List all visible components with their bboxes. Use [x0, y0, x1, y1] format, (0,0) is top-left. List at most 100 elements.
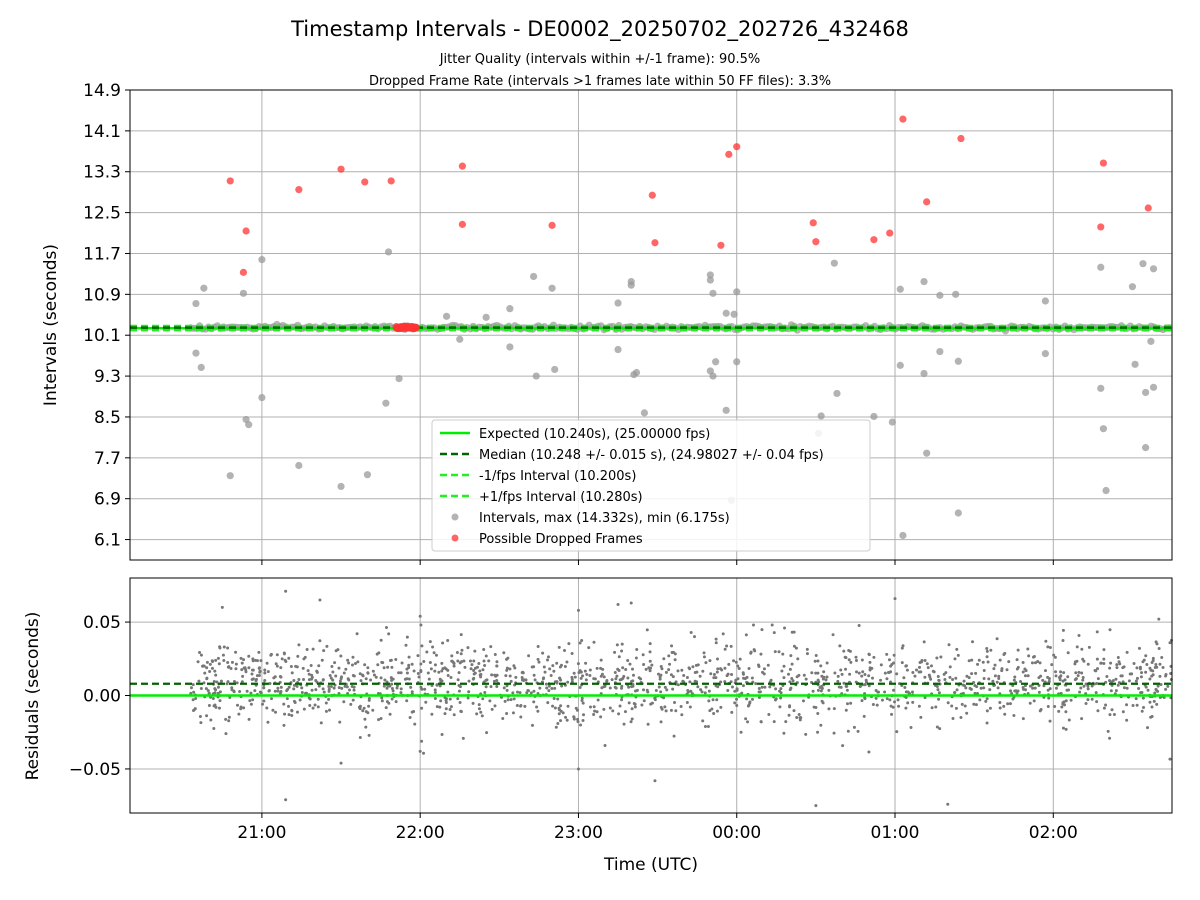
residual-point — [833, 671, 837, 675]
residual-point — [714, 637, 718, 641]
residual-point — [280, 657, 284, 661]
residual-point — [1161, 666, 1165, 670]
residual-point — [322, 690, 326, 694]
residual-point — [747, 667, 751, 671]
residual-point — [295, 710, 299, 714]
residual-point — [218, 690, 222, 694]
residual-point — [311, 706, 315, 710]
residual-point — [852, 725, 856, 729]
residual-point — [596, 698, 600, 702]
residual-point — [1102, 661, 1106, 665]
intervals-y-tick-label: 9.3 — [94, 367, 121, 387]
residual-point — [797, 673, 801, 677]
residual-point — [584, 678, 588, 682]
interval-point — [192, 349, 200, 357]
intervals-y-tick-label: 14.1 — [83, 122, 121, 142]
residual-point — [250, 677, 254, 681]
residual-point — [725, 644, 729, 648]
residual-point — [754, 682, 758, 686]
residual-point — [670, 650, 674, 654]
interval-point — [226, 472, 234, 480]
residual-point — [735, 697, 739, 701]
residual-point — [297, 643, 301, 647]
residual-point — [841, 744, 845, 748]
residual-point — [1009, 689, 1013, 693]
residual-point — [938, 727, 942, 731]
residual-point — [227, 715, 231, 719]
residual-point — [558, 708, 562, 712]
residual-point — [792, 630, 796, 634]
residual-point — [948, 665, 952, 669]
residual-point — [762, 667, 766, 671]
residual-point — [1059, 691, 1063, 695]
residual-point — [648, 669, 652, 673]
residual-point — [578, 641, 582, 645]
residual-point — [892, 653, 896, 657]
residual-point — [870, 666, 874, 670]
chart-subtitle-jitter: Jitter Quality (intervals within +/-1 fr… — [439, 52, 761, 67]
residual-point — [380, 696, 384, 700]
residual-point — [936, 688, 940, 692]
interval-point — [952, 290, 960, 298]
residual-point — [390, 697, 394, 701]
residual-point — [640, 703, 644, 707]
residual-point — [502, 686, 506, 690]
residual-point — [340, 686, 344, 690]
residual-point — [366, 666, 370, 670]
interval-point — [456, 335, 464, 343]
residual-point — [309, 663, 313, 667]
residual-point — [492, 679, 496, 683]
residual-point — [441, 641, 445, 645]
interval-point — [706, 367, 714, 375]
residual-point — [207, 691, 211, 695]
chart-title: Timestamp Intervals - DE0002_20250702_20… — [290, 17, 909, 42]
residual-point — [968, 686, 972, 690]
residual-point — [455, 651, 459, 655]
residual-point — [217, 662, 221, 666]
residual-point — [854, 655, 858, 659]
residual-point — [790, 677, 794, 681]
interval-point — [482, 313, 490, 321]
residual-point — [470, 663, 474, 667]
residual-point — [714, 641, 718, 645]
residual-point — [956, 653, 960, 657]
residual-point — [448, 707, 452, 711]
residual-point — [519, 703, 523, 707]
residual-point — [485, 731, 489, 735]
intervals-y-tick-label: 13.3 — [83, 163, 121, 183]
residual-point — [1008, 702, 1012, 706]
residual-point — [1073, 678, 1077, 682]
residual-point — [1047, 696, 1051, 700]
residual-point — [266, 670, 270, 674]
interval-point — [548, 284, 556, 292]
residual-point — [274, 662, 278, 666]
residual-point — [487, 659, 491, 663]
residual-point — [410, 710, 414, 714]
residual-point — [347, 661, 351, 665]
residual-point — [895, 672, 899, 676]
residual-point — [363, 717, 367, 721]
residual-point — [570, 651, 574, 655]
residual-point — [520, 671, 524, 675]
residual-point — [715, 698, 719, 702]
residual-point — [658, 677, 662, 681]
residual-point — [1000, 669, 1004, 673]
residual-point — [394, 658, 398, 662]
residual-point — [410, 690, 414, 694]
residual-point — [371, 669, 375, 673]
residual-point — [954, 706, 958, 710]
residual-point — [384, 626, 388, 630]
residual-point — [653, 696, 657, 700]
residual-point — [871, 676, 875, 680]
residual-point — [816, 659, 820, 663]
residual-point — [605, 679, 609, 683]
residual-point — [1047, 677, 1051, 681]
residual-point — [477, 707, 481, 711]
residual-point — [327, 708, 331, 712]
intervals-legend: Expected (10.240s), (25.00000 fps) Media… — [431, 419, 871, 552]
residual-point — [327, 685, 331, 689]
residual-point — [734, 660, 738, 664]
residual-point — [435, 705, 439, 709]
residual-point — [839, 668, 843, 672]
residual-point — [593, 709, 597, 713]
